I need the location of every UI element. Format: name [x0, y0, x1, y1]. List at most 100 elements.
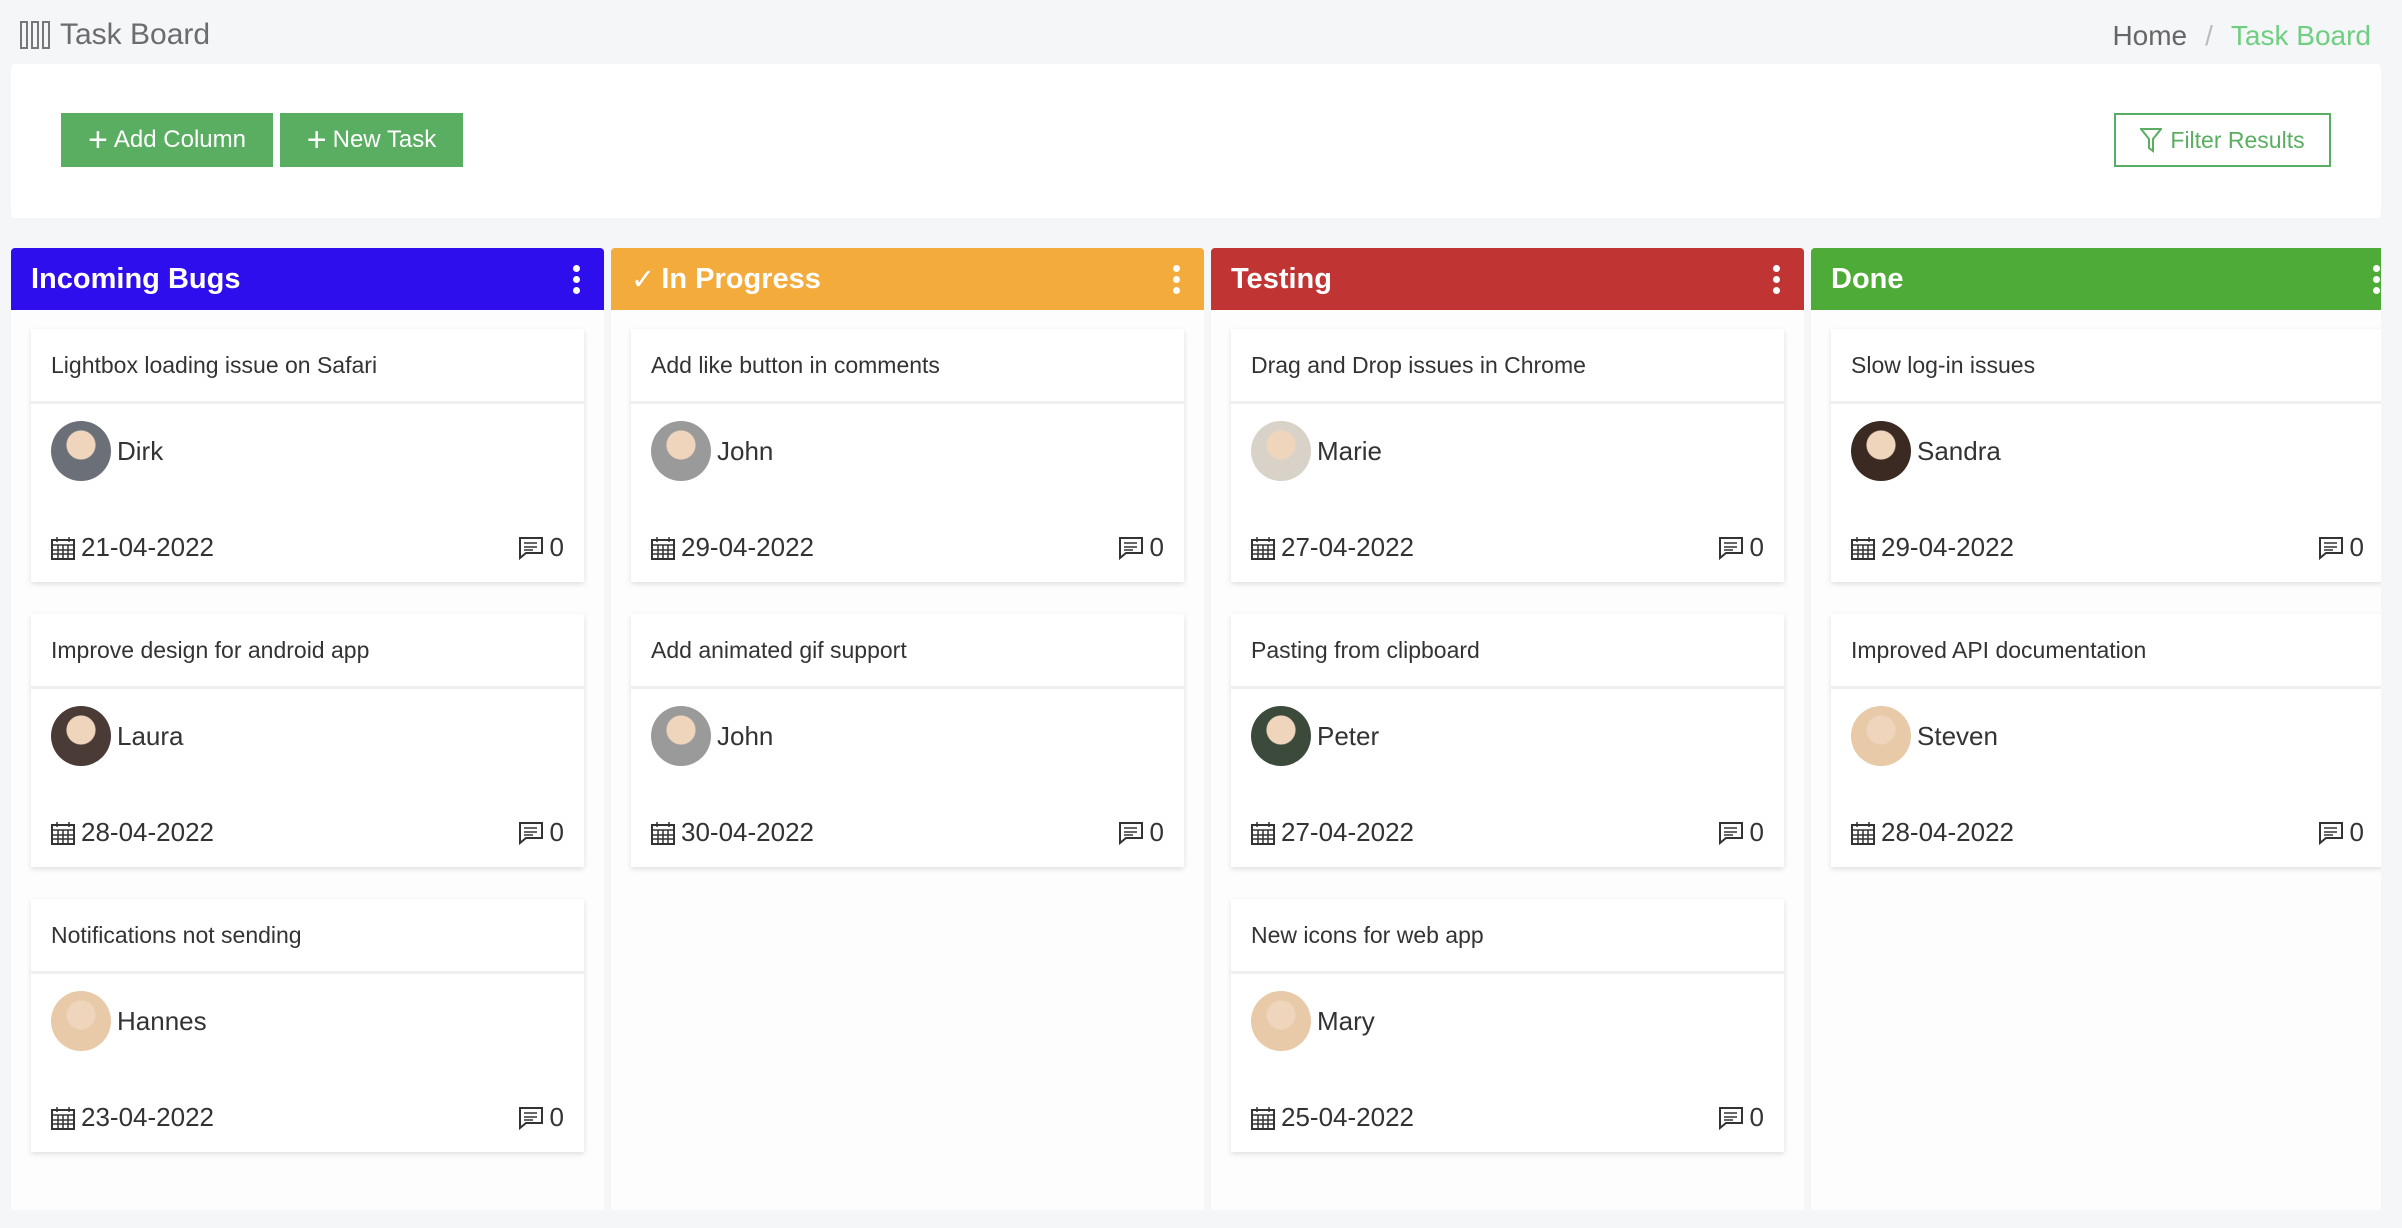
- avatar: [1251, 706, 1311, 766]
- assignee-name: Peter: [1317, 720, 1380, 751]
- task-title: Drag and Drop issues in Chrome: [1231, 329, 1784, 404]
- comment-icon: [518, 821, 543, 845]
- assignee: Dirk: [31, 404, 584, 481]
- assignee-name: John: [717, 720, 774, 751]
- task-title: Improve design for android app: [31, 614, 584, 689]
- comment-count: 0: [549, 532, 564, 562]
- assignee-name: John: [717, 435, 774, 466]
- task-card[interactable]: Slow log-in issues Sandra 29-04-2022 0: [1831, 329, 2381, 582]
- assignee: Steven: [1831, 689, 2381, 766]
- comment-icon: [2318, 821, 2343, 845]
- column-menu-icon[interactable]: [1169, 264, 1184, 294]
- add-column-label: Add Column: [113, 126, 246, 153]
- comment-icon: [1718, 821, 1743, 845]
- task-card[interactable]: Lightbox loading issue on Safari Dirk 21…: [31, 329, 584, 582]
- comment-icon: [2318, 536, 2343, 560]
- column-header: Incoming Bugs: [11, 248, 604, 310]
- page-title-text: Task Board: [60, 18, 211, 51]
- calendar-icon: [1251, 821, 1275, 845]
- comment-icon: [1718, 536, 1743, 560]
- comment-count: 0: [1149, 817, 1164, 847]
- page-title: Task Board: [20, 18, 210, 52]
- calendar-icon: [651, 536, 675, 560]
- column-menu-icon[interactable]: [2369, 264, 2381, 294]
- assignee: Peter: [1231, 689, 1784, 766]
- filter-icon: [2140, 128, 2163, 153]
- new-task-button[interactable]: + New Task: [280, 113, 463, 167]
- due-date: 28-04-2022: [1881, 817, 2014, 847]
- calendar-icon: [51, 821, 75, 845]
- check-icon: ✓: [631, 263, 656, 296]
- board-column: ✓ In Progress Add like button in comments…: [611, 248, 1204, 1210]
- column-header: ✓ In Progress: [611, 248, 1204, 310]
- due-date: 21-04-2022: [81, 532, 214, 562]
- comment-count: 0: [1149, 532, 1164, 562]
- task-card[interactable]: Improved API documentation Steven 28-04-…: [1831, 614, 2381, 867]
- assignee-name: Steven: [1917, 720, 1998, 751]
- task-card[interactable]: Notifications not sending Hannes 23-04-2…: [31, 899, 584, 1152]
- column-title: Incoming Bugs: [31, 262, 241, 295]
- due-date: 25-04-2022: [1281, 1102, 1414, 1132]
- comment-icon: [1118, 536, 1143, 560]
- column-menu-icon[interactable]: [569, 264, 584, 294]
- due-date: 28-04-2022: [81, 817, 214, 847]
- avatar: [1251, 991, 1311, 1051]
- comment-count: 0: [2349, 817, 2364, 847]
- task-card[interactable]: Add like button in comments John 29-04-2…: [631, 329, 1184, 582]
- column-title: Done: [1831, 262, 1904, 295]
- task-title: Pasting from clipboard: [1231, 614, 1784, 689]
- assignee: Sandra: [1831, 404, 2381, 481]
- avatar: [51, 421, 111, 481]
- calendar-icon: [51, 1106, 75, 1130]
- task-card[interactable]: Improve design for android app Laura 28-…: [31, 614, 584, 867]
- assignee: Hannes: [31, 974, 584, 1051]
- filter-results-label: Filter Results: [2170, 126, 2305, 153]
- due-date: 27-04-2022: [1281, 532, 1414, 562]
- comment-icon: [1118, 821, 1143, 845]
- assignee-name: Mary: [1317, 1005, 1375, 1036]
- calendar-icon: [1851, 536, 1875, 560]
- comment-count: 0: [1749, 532, 1764, 562]
- assignee: John: [631, 404, 1184, 481]
- assignee-name: Dirk: [117, 435, 164, 466]
- column-title: Testing: [1231, 262, 1332, 295]
- task-title: Improved API documentation: [1831, 614, 2381, 689]
- avatar: [1851, 706, 1911, 766]
- add-column-button[interactable]: + Add Column: [61, 113, 273, 167]
- comment-count: 0: [549, 817, 564, 847]
- board-column: Testing Drag and Drop issues in Chrome M…: [1211, 248, 1804, 1210]
- assignee: Laura: [31, 689, 584, 766]
- filter-results-button[interactable]: Filter Results: [2114, 113, 2331, 167]
- board-column: Done Slow log-in issues Sandra 29-04-202…: [1811, 248, 2381, 1210]
- task-title: New icons for web app: [1231, 899, 1784, 974]
- calendar-icon: [651, 821, 675, 845]
- task-title: Add like button in comments: [631, 329, 1184, 404]
- task-card[interactable]: Add animated gif support John 30-04-2022…: [631, 614, 1184, 867]
- comment-count: 0: [2349, 532, 2364, 562]
- task-card[interactable]: Pasting from clipboard Peter 27-04-2022 …: [1231, 614, 1784, 867]
- assignee-name: Marie: [1317, 435, 1383, 466]
- task-card[interactable]: New icons for web app Mary 25-04-2022 0: [1231, 899, 1784, 1152]
- calendar-icon: [51, 536, 75, 560]
- breadcrumb-home[interactable]: Home: [2112, 20, 2188, 51]
- comment-count: 0: [549, 1102, 564, 1132]
- comment-count: 0: [1749, 817, 1764, 847]
- toolbar: + Add Column + New Task Filter Results: [11, 64, 2381, 218]
- task-title: Add animated gif support: [631, 614, 1184, 689]
- comment-icon: [518, 536, 543, 560]
- avatar: [1251, 421, 1311, 481]
- breadcrumb-current: Task Board: [2230, 20, 2371, 51]
- due-date: 27-04-2022: [1281, 817, 1414, 847]
- column-header: Done: [1811, 248, 2381, 310]
- task-card[interactable]: Drag and Drop issues in Chrome Marie 27-…: [1231, 329, 1784, 582]
- due-date: 29-04-2022: [1881, 532, 2014, 562]
- assignee: John: [631, 689, 1184, 766]
- avatar: [651, 706, 711, 766]
- due-date: 30-04-2022: [681, 817, 814, 847]
- columns-icon: [20, 21, 50, 49]
- assignee: Marie: [1231, 404, 1784, 481]
- plus-icon: +: [88, 121, 108, 159]
- assignee-name: Hannes: [117, 1005, 207, 1036]
- avatar: [1851, 421, 1911, 481]
- column-menu-icon[interactable]: [1769, 264, 1784, 294]
